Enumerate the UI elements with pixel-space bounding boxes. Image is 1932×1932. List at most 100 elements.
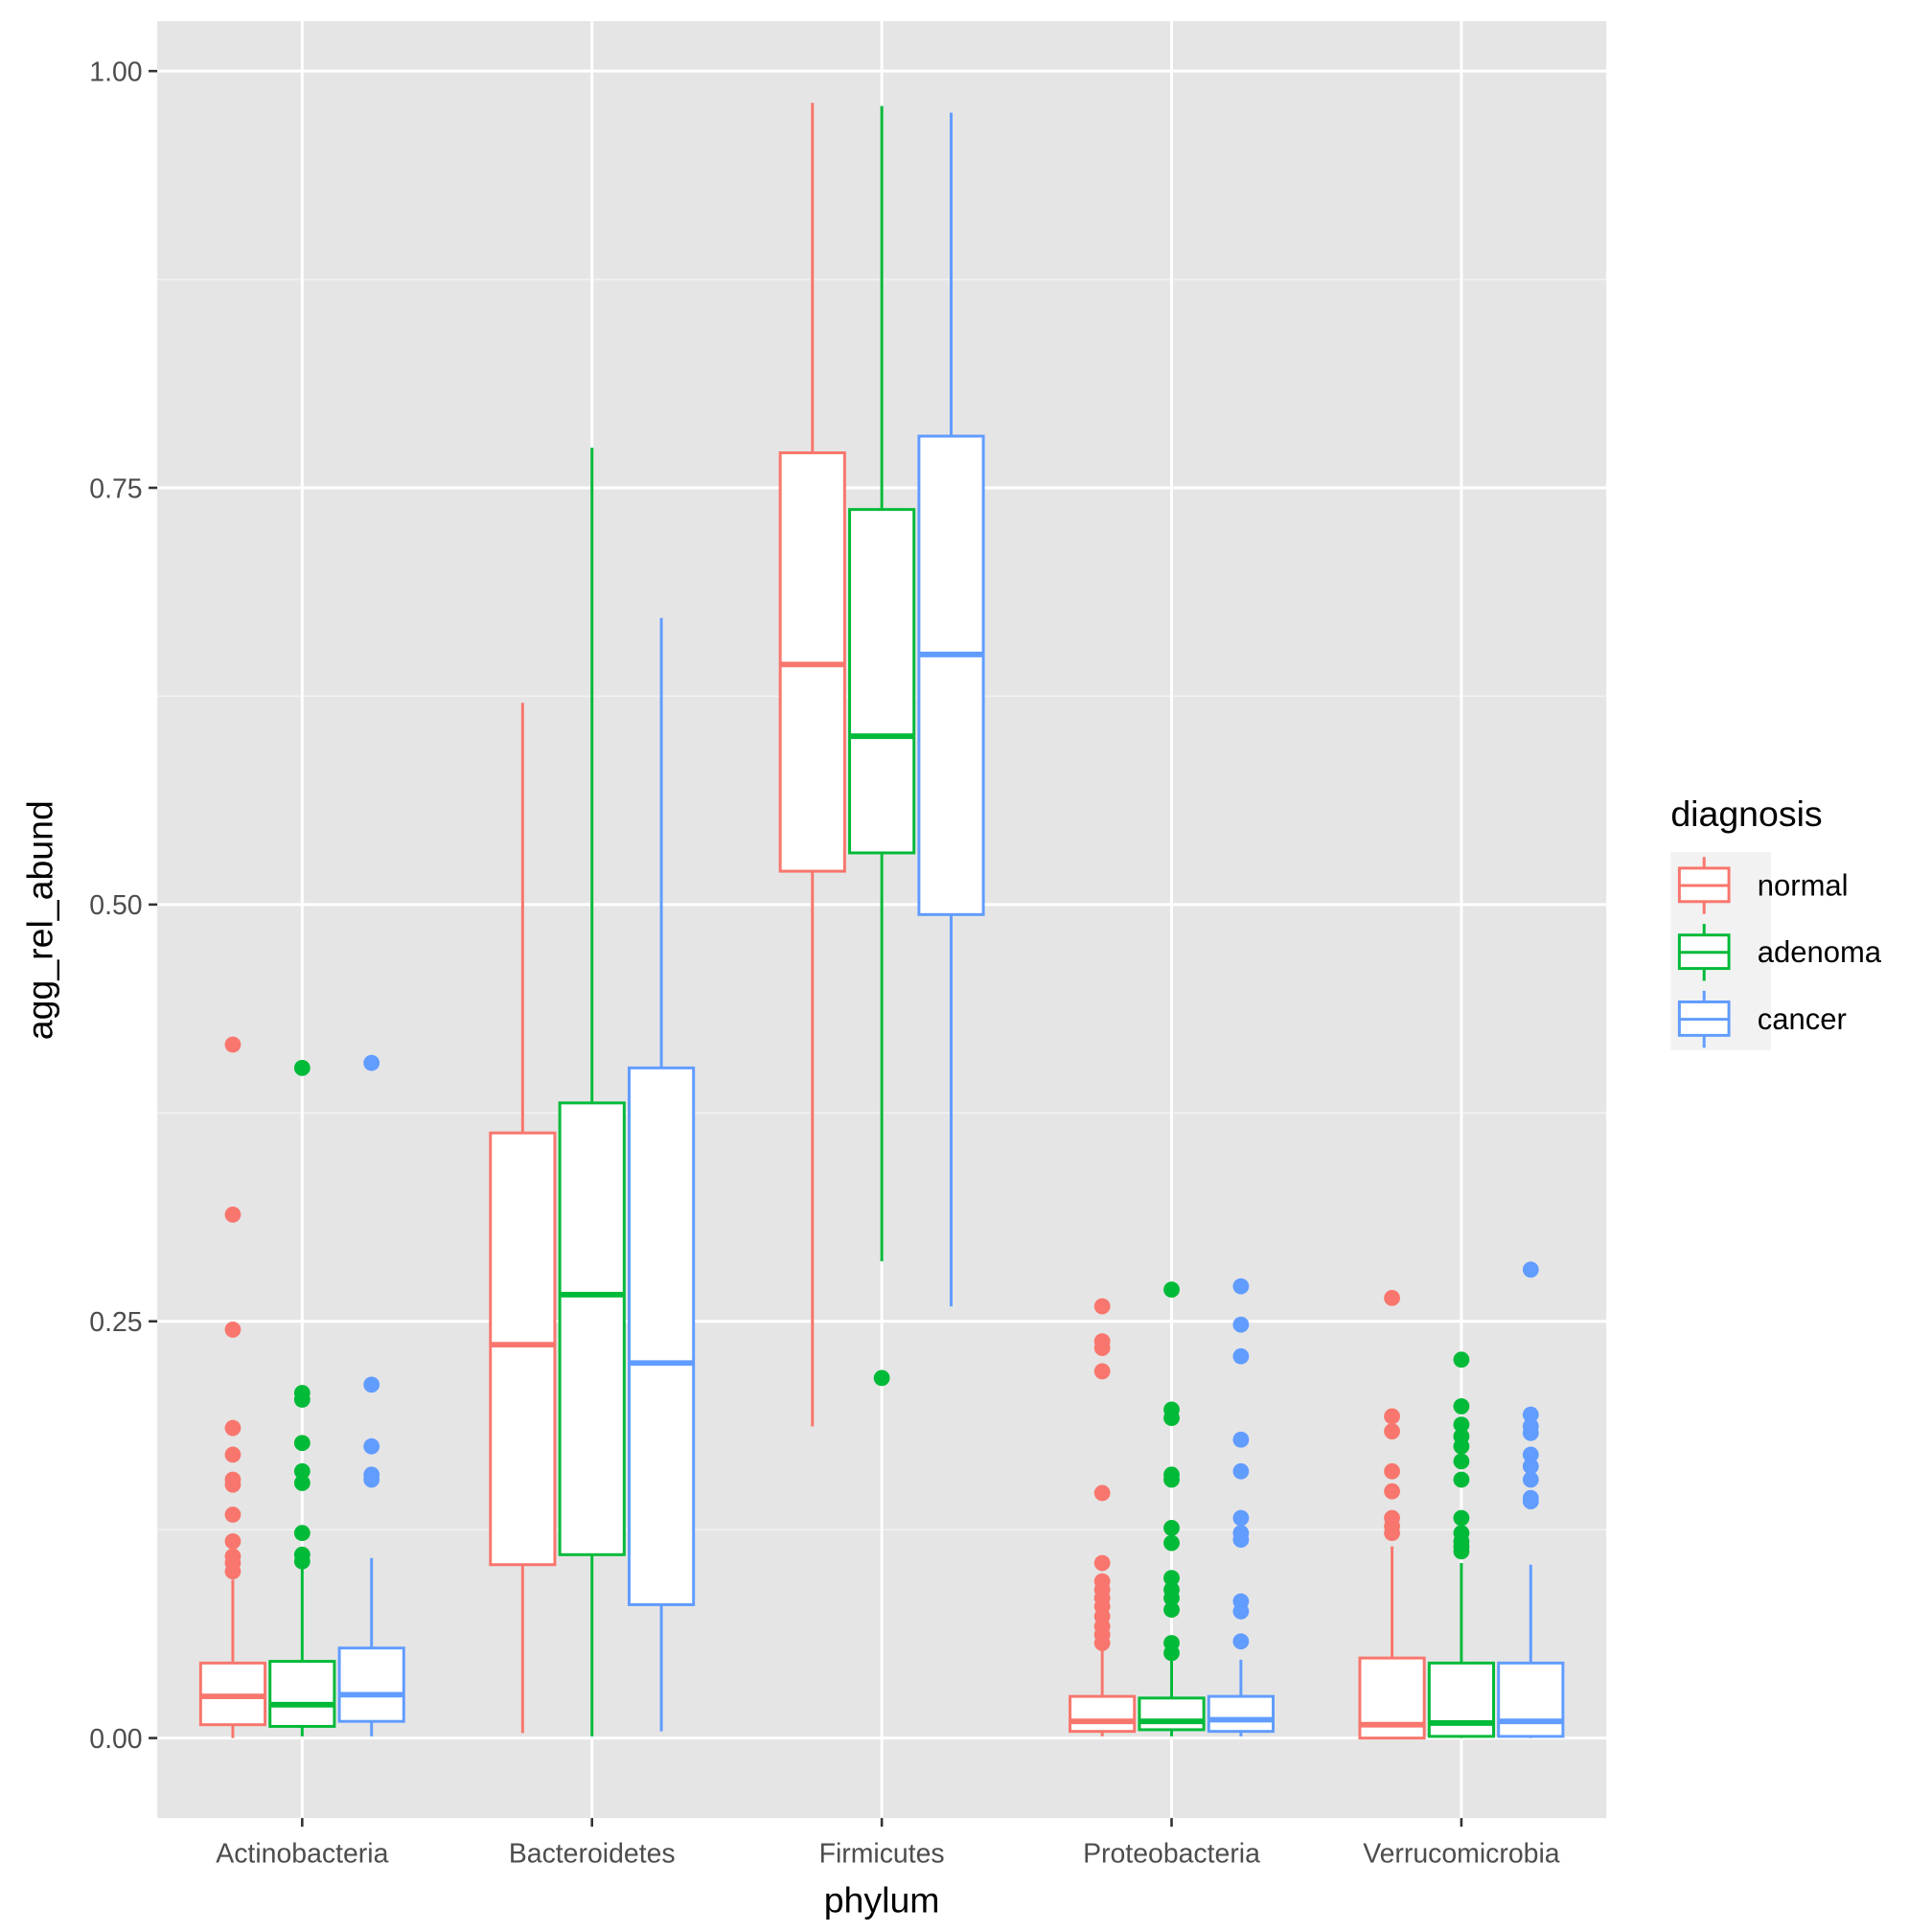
outlier-point (1093, 1363, 1111, 1380)
outlier-point (1163, 1590, 1180, 1606)
box-normal-actinobacteria (198, 1036, 267, 1738)
outlier-point (1232, 1277, 1250, 1295)
legend-item-normal: normal (1677, 857, 1849, 914)
outlier-point (224, 1419, 242, 1437)
outlier-point (1453, 1416, 1470, 1433)
outlier-point (224, 1532, 242, 1550)
box-iqr (268, 1660, 336, 1728)
boxes (198, 103, 1565, 1740)
box-iqr (628, 1066, 696, 1606)
outlier-point (1384, 1289, 1400, 1306)
outlier-point (1163, 1281, 1180, 1299)
box-normal-firmicutes (778, 103, 846, 1427)
outlier-point (1093, 1298, 1111, 1315)
outlier-point (1232, 1531, 1250, 1549)
outlier-point (1163, 1601, 1180, 1619)
box-iqr (489, 1131, 557, 1567)
axes: 0.00 0.25 0.50 0.75 1.00 Actinobacteria Bacter… (89, 57, 1559, 1869)
outlier-point (1453, 1509, 1470, 1527)
outlier-point (224, 1563, 242, 1580)
x-axis-title: phylum (824, 1879, 940, 1920)
x-tick-label: Bacteroidetes (509, 1839, 676, 1870)
box-iqr (558, 1101, 626, 1556)
outlier-point (1093, 1635, 1111, 1651)
outlier-point (224, 1322, 242, 1338)
outlier-point (293, 1552, 310, 1570)
y-tick-label: 1.00 (89, 57, 142, 87)
outlier-point (293, 1462, 310, 1480)
outlier-point (293, 1475, 310, 1491)
outlier-point (1522, 1406, 1539, 1423)
outlier-point (1522, 1493, 1539, 1510)
legend-title: diagnosis (1670, 794, 1822, 834)
outlier-point (363, 1471, 380, 1488)
box-normal-verrucomicrobia (1358, 1289, 1426, 1740)
outlier-point (1163, 1471, 1180, 1488)
outlier-point (1093, 1340, 1111, 1356)
legend-label: cancer (1758, 1002, 1847, 1036)
outlier-point (1384, 1423, 1400, 1439)
box-adenoma-verrucomicrobia (1427, 1351, 1496, 1738)
box-adenoma-actinobacteria (268, 1059, 336, 1736)
outlier-point (1522, 1261, 1539, 1278)
outlier-point (1232, 1431, 1250, 1448)
outlier-point (1232, 1462, 1250, 1480)
outlier-point (293, 1435, 310, 1452)
outlier-point (1232, 1633, 1250, 1650)
outlier-point (1522, 1424, 1539, 1441)
box-adenoma-bacteroidetes (558, 448, 626, 1736)
legend-item-cancer: cancer (1677, 990, 1847, 1048)
outlier-point (1163, 1644, 1180, 1662)
outlier-point (1453, 1471, 1470, 1488)
outlier-point (1384, 1483, 1400, 1500)
outlier-point (1163, 1534, 1180, 1552)
outlier-point (1232, 1316, 1250, 1333)
outlier-point (224, 1207, 242, 1223)
box-cancer-firmicutes (917, 112, 985, 1307)
box-normal-proteobacteria (1069, 1298, 1137, 1736)
box-adenoma-proteobacteria (1138, 1281, 1206, 1736)
outlier-point (1522, 1458, 1539, 1475)
outlier-point (1232, 1603, 1250, 1620)
legend-item-adenoma: adenoma (1677, 924, 1882, 981)
box-iqr (848, 508, 916, 855)
y-tick-label: 0.25 (89, 1307, 142, 1338)
outlier-point (363, 1438, 380, 1455)
outlier-point (1093, 1554, 1111, 1572)
outlier-point (224, 1036, 242, 1053)
outlier-point (873, 1369, 890, 1387)
box-normal-bacteroidetes (489, 702, 557, 1734)
box-iqr (917, 434, 985, 916)
legend: diagnosis normal adenoma cancer (1670, 794, 1882, 1050)
x-tick-label: Proteobacteria (1083, 1839, 1260, 1870)
x-tick-label: Verrucomicrobia (1363, 1839, 1560, 1870)
box-iqr (1497, 1661, 1565, 1738)
outlier-point (1453, 1438, 1470, 1455)
box-iqr (337, 1646, 405, 1723)
y-tick-label: 0.00 (89, 1724, 142, 1755)
outlier-point (1453, 1543, 1470, 1560)
outlier-point (1384, 1408, 1400, 1425)
outlier-point (1163, 1520, 1180, 1536)
outlier-point (1384, 1462, 1400, 1480)
y-tick-label: 0.75 (89, 473, 142, 504)
legend-label: adenoma (1758, 935, 1882, 969)
outlier-point (293, 1392, 310, 1408)
outlier-point (293, 1525, 310, 1542)
outlier-point (1522, 1446, 1539, 1463)
box-cancer-bacteroidetes (628, 617, 696, 1732)
box-cancer-actinobacteria (337, 1054, 405, 1736)
outlier-point (224, 1476, 242, 1493)
outlier-point (1163, 1570, 1180, 1587)
outlier-point (224, 1446, 242, 1463)
box-adenoma-firmicutes (848, 105, 916, 1387)
legend-label: normal (1758, 868, 1849, 902)
outlier-point (363, 1054, 380, 1071)
outlier-point (1453, 1398, 1470, 1414)
x-tick-label: Firmicutes (819, 1839, 945, 1870)
outlier-point (224, 1506, 242, 1523)
outlier-point (1232, 1509, 1250, 1527)
box-iqr (1138, 1696, 1206, 1732)
box-cancer-verrucomicrobia (1497, 1261, 1565, 1738)
outlier-point (1384, 1525, 1400, 1542)
